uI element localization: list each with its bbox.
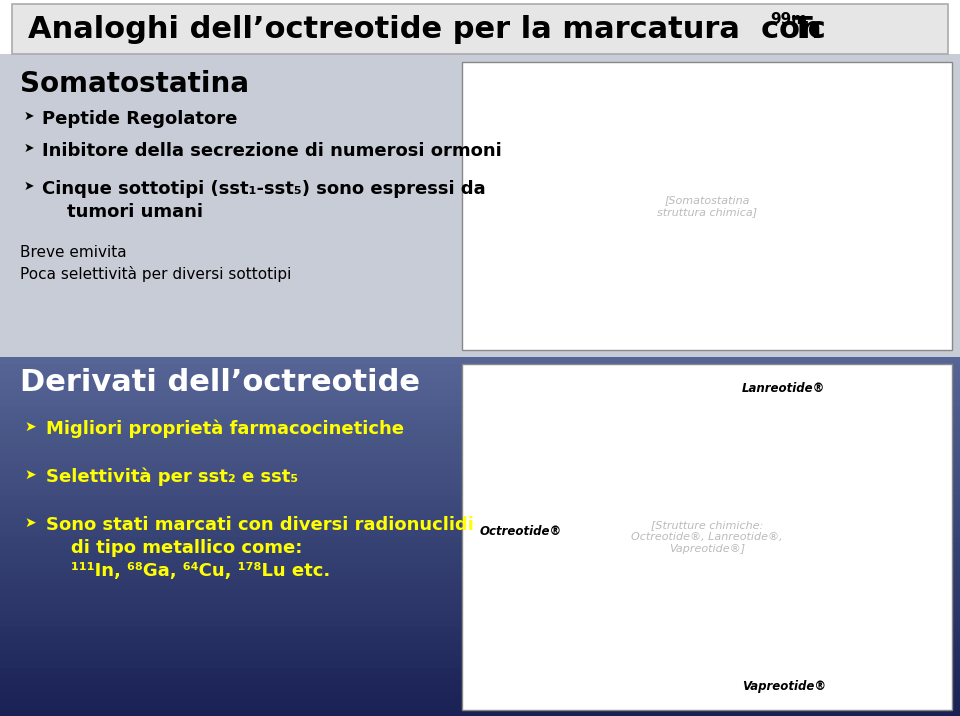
Bar	[0, 649, 960, 657]
Bar	[0, 559, 960, 567]
Bar	[0, 362, 960, 370]
Bar	[0, 643, 960, 650]
Bar	[0, 452, 960, 460]
Bar	[0, 374, 960, 382]
Text: Octreotide®: Octreotide®	[480, 525, 563, 538]
Bar	[0, 530, 960, 537]
Bar	[0, 518, 960, 525]
Bar	[0, 607, 960, 614]
Text: ➤: ➤	[24, 516, 36, 530]
Bar	[0, 613, 960, 621]
Bar	[0, 446, 960, 453]
Bar	[0, 536, 960, 543]
Bar	[0, 566, 960, 573]
Bar	[0, 422, 960, 430]
Text: Migliori proprietà farmacocinetiche: Migliori proprietà farmacocinetiche	[46, 420, 404, 438]
Bar	[0, 398, 960, 406]
Bar	[0, 434, 960, 442]
Bar	[0, 54, 960, 358]
Text: ➤: ➤	[24, 468, 36, 482]
Text: Tc: Tc	[792, 14, 827, 44]
Text: ➤: ➤	[24, 180, 35, 193]
Bar	[0, 464, 960, 471]
Text: Derivati dell’octreotide: Derivati dell’octreotide	[20, 368, 420, 397]
Bar	[0, 619, 960, 626]
Bar	[0, 589, 960, 596]
Bar	[0, 410, 960, 417]
Bar	[0, 500, 960, 507]
Bar	[0, 512, 960, 519]
Bar	[0, 679, 960, 686]
Bar	[0, 380, 960, 388]
Text: [Strutture chimiche:
Octreotide®, Lanreotide®,
Vapreotide®]: [Strutture chimiche: Octreotide®, Lanreo…	[631, 521, 782, 553]
Bar	[0, 684, 960, 692]
Bar	[0, 577, 960, 585]
Bar	[0, 494, 960, 501]
Bar	[462, 62, 952, 350]
Text: Selettività per sst₂ e sst₅: Selettività per sst₂ e sst₅	[46, 468, 299, 486]
Text: ➤: ➤	[24, 420, 36, 434]
Text: ➤: ➤	[24, 142, 35, 155]
Text: Somatostatina: Somatostatina	[20, 70, 249, 98]
Text: 99m: 99m	[770, 12, 807, 27]
Bar	[0, 673, 960, 680]
Bar	[12, 4, 948, 54]
Bar	[0, 392, 960, 400]
Text: Inibitore della secrezione di numerosi ormoni: Inibitore della secrezione di numerosi o…	[42, 142, 502, 160]
Bar	[0, 357, 960, 364]
Bar	[0, 697, 960, 704]
Bar	[0, 702, 960, 710]
Bar	[0, 553, 960, 561]
Bar	[0, 541, 960, 549]
Bar	[462, 364, 952, 710]
Bar	[0, 637, 960, 644]
Bar	[0, 523, 960, 531]
Bar	[0, 595, 960, 603]
Bar	[0, 571, 960, 579]
Bar	[0, 470, 960, 478]
Bar	[0, 655, 960, 662]
Bar	[0, 458, 960, 465]
Bar	[0, 625, 960, 632]
Bar	[0, 488, 960, 495]
Text: Cinque sottotipi (sst₁-sst₅) sono espressi da
    tumori umani: Cinque sottotipi (sst₁-sst₅) sono espres…	[42, 180, 486, 221]
Bar	[0, 482, 960, 489]
Text: Analoghi dell’octreotide per la marcatura  con: Analoghi dell’octreotide per la marcatur…	[28, 14, 832, 44]
Text: Breve emivita
Poca selettività per diversi sottotipi: Breve emivita Poca selettività per diver…	[20, 245, 292, 283]
Bar	[0, 584, 960, 591]
Bar	[0, 601, 960, 609]
Bar	[0, 691, 960, 698]
Text: Vapreotide®: Vapreotide®	[742, 680, 827, 693]
Bar	[0, 661, 960, 668]
Bar	[0, 405, 960, 412]
Bar	[0, 709, 960, 716]
Text: ➤: ➤	[24, 110, 35, 123]
Bar	[0, 476, 960, 483]
Text: Lanreotide®: Lanreotide®	[742, 382, 826, 395]
Bar	[0, 440, 960, 448]
Bar	[0, 416, 960, 424]
Bar	[0, 428, 960, 435]
Bar	[0, 631, 960, 639]
Bar	[0, 505, 960, 513]
Bar	[0, 667, 960, 674]
Bar	[0, 369, 960, 376]
Text: Sono stati marcati con diversi radionuclidi
    di tipo metallico come:
    ¹¹¹I: Sono stati marcati con diversi radionucl…	[46, 516, 474, 580]
Text: Peptide Regolatore: Peptide Regolatore	[42, 110, 237, 128]
Bar	[0, 548, 960, 555]
Bar	[0, 387, 960, 394]
Text: [Somatostatina
struttura chimica]: [Somatostatina struttura chimica]	[657, 195, 757, 217]
